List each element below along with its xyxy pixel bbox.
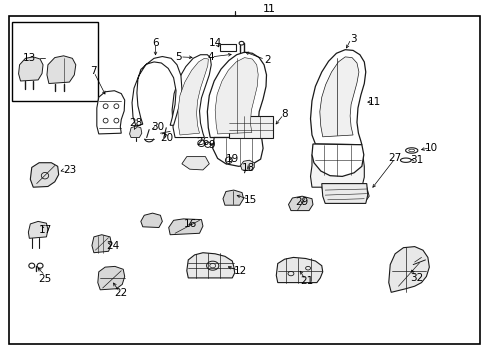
Text: 7: 7 xyxy=(90,66,97,76)
Polygon shape xyxy=(321,187,368,202)
Text: 4: 4 xyxy=(206,52,213,62)
Polygon shape xyxy=(212,138,263,166)
Polygon shape xyxy=(186,253,234,278)
Polygon shape xyxy=(319,57,358,137)
Polygon shape xyxy=(207,52,266,138)
Polygon shape xyxy=(310,50,365,145)
Text: 1: 1 xyxy=(267,4,274,14)
Text: 24: 24 xyxy=(105,240,119,251)
Polygon shape xyxy=(168,219,203,235)
Polygon shape xyxy=(321,184,367,203)
Polygon shape xyxy=(97,91,124,134)
Polygon shape xyxy=(19,57,43,81)
Polygon shape xyxy=(288,196,312,211)
Text: 12: 12 xyxy=(233,266,247,276)
Text: 18: 18 xyxy=(241,163,255,173)
Polygon shape xyxy=(310,155,364,187)
Text: 22: 22 xyxy=(114,288,128,298)
Polygon shape xyxy=(30,163,59,187)
Polygon shape xyxy=(178,58,208,135)
Text: 27: 27 xyxy=(387,153,401,163)
Text: 20: 20 xyxy=(161,132,173,143)
Polygon shape xyxy=(47,56,76,84)
Polygon shape xyxy=(92,235,111,253)
Text: 8: 8 xyxy=(281,109,287,120)
Text: 14: 14 xyxy=(208,38,222,48)
Text: 2: 2 xyxy=(264,55,271,66)
Text: 10: 10 xyxy=(424,143,437,153)
Text: 25: 25 xyxy=(38,274,52,284)
Text: 17: 17 xyxy=(38,225,52,235)
Polygon shape xyxy=(388,247,428,292)
Polygon shape xyxy=(132,57,182,126)
Polygon shape xyxy=(98,266,124,290)
Polygon shape xyxy=(223,190,243,205)
Polygon shape xyxy=(182,157,209,170)
Text: 13: 13 xyxy=(22,53,36,63)
Text: 6: 6 xyxy=(152,38,159,48)
Bar xyxy=(12,22,98,101)
Text: 21: 21 xyxy=(300,276,313,286)
Polygon shape xyxy=(311,144,363,176)
Text: 9: 9 xyxy=(207,140,214,150)
Text: 23: 23 xyxy=(62,165,76,175)
Bar xyxy=(228,116,272,138)
Polygon shape xyxy=(28,221,48,238)
Polygon shape xyxy=(172,55,211,138)
Text: 28: 28 xyxy=(129,118,142,128)
Text: 11: 11 xyxy=(366,96,380,107)
Polygon shape xyxy=(215,58,258,134)
Text: 3: 3 xyxy=(349,34,356,44)
Text: 29: 29 xyxy=(295,197,308,207)
Polygon shape xyxy=(240,160,254,171)
Bar xyxy=(220,44,235,51)
Text: 30: 30 xyxy=(151,122,163,132)
Text: 31: 31 xyxy=(409,155,423,165)
Polygon shape xyxy=(276,257,322,283)
Polygon shape xyxy=(129,126,142,138)
Polygon shape xyxy=(141,213,162,228)
Text: 19: 19 xyxy=(225,154,239,164)
Text: 1: 1 xyxy=(263,4,269,14)
Text: 32: 32 xyxy=(409,273,423,283)
Text: 26: 26 xyxy=(196,137,209,147)
Text: 15: 15 xyxy=(243,195,257,205)
Text: 5: 5 xyxy=(175,52,182,62)
Text: 16: 16 xyxy=(183,219,197,229)
